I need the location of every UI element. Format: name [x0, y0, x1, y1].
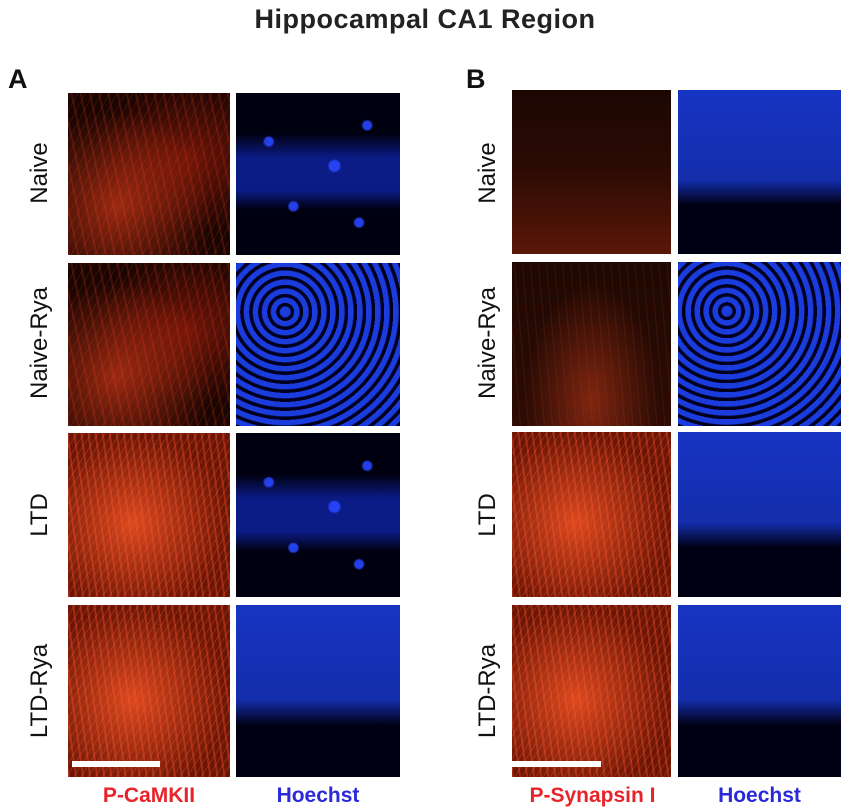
- panel-b-naive-rya-hoechst-image: [678, 262, 841, 426]
- panel-a-naive-pcamkii-image: [68, 93, 230, 255]
- panel-b-ltd-rya-hoechst-image: [678, 605, 841, 777]
- panel-b-ltd-psynapsin-image: [512, 432, 671, 597]
- panel-b-naive-hoechst-image: [678, 90, 841, 254]
- panel-a-ltd-hoechst-image: [236, 433, 400, 597]
- panel-b-naive-rya-psynapsin-image: [512, 262, 671, 426]
- panel-b-row-label-naive-rya: Naive-Rya: [474, 286, 501, 400]
- panel-b-row-label-ltd-rya: LTD-Rya: [474, 643, 501, 739]
- panel-b-naive-psynapsin-image: [512, 90, 671, 254]
- panel-a-naive-rya-hoechst-image: [236, 263, 400, 426]
- panel-b-nuclear-label: Hoechst: [718, 784, 801, 807]
- panel-b-ltd-rya-psynapsin-image: [512, 605, 671, 777]
- panel-b-letter: B: [466, 64, 486, 94]
- panel-a-naive-hoechst-image: [236, 93, 400, 255]
- panel-a-stain-label: P-CaMKII: [102, 784, 196, 807]
- panel-a-ltd-rya-pcamkii-image: [68, 605, 230, 777]
- panel-a-row-label-naive: Naive: [26, 142, 53, 204]
- panel-b-row-label-ltd: LTD: [474, 493, 501, 537]
- panel-a-nuclear-label: Hoechst: [276, 784, 360, 807]
- panel-a-row-label-ltd-rya: LTD-Rya: [26, 643, 53, 739]
- panel-a-row-label-naive-rya: Naive-Rya: [26, 286, 53, 400]
- panel-a-letter: A: [8, 64, 28, 94]
- panel-b-ltd-hoechst-image: [678, 432, 841, 597]
- figure-title: Hippocampal CA1 Region: [254, 4, 596, 34]
- panel-a-ltd-rya-hoechst-image: [236, 605, 400, 777]
- panel-b-row-label-naive: Naive: [474, 142, 501, 204]
- panel-b-scale-bar: [511, 761, 601, 767]
- panel-a-ltd-pcamkii-image: [68, 433, 230, 597]
- panel-b-stain-label: P-Synapsin I: [529, 784, 656, 807]
- panel-a-scale-bar: [72, 761, 160, 767]
- panel-a-naive-rya-pcamkii-image: [68, 263, 230, 426]
- panel-a-row-label-ltd: LTD: [26, 493, 53, 537]
